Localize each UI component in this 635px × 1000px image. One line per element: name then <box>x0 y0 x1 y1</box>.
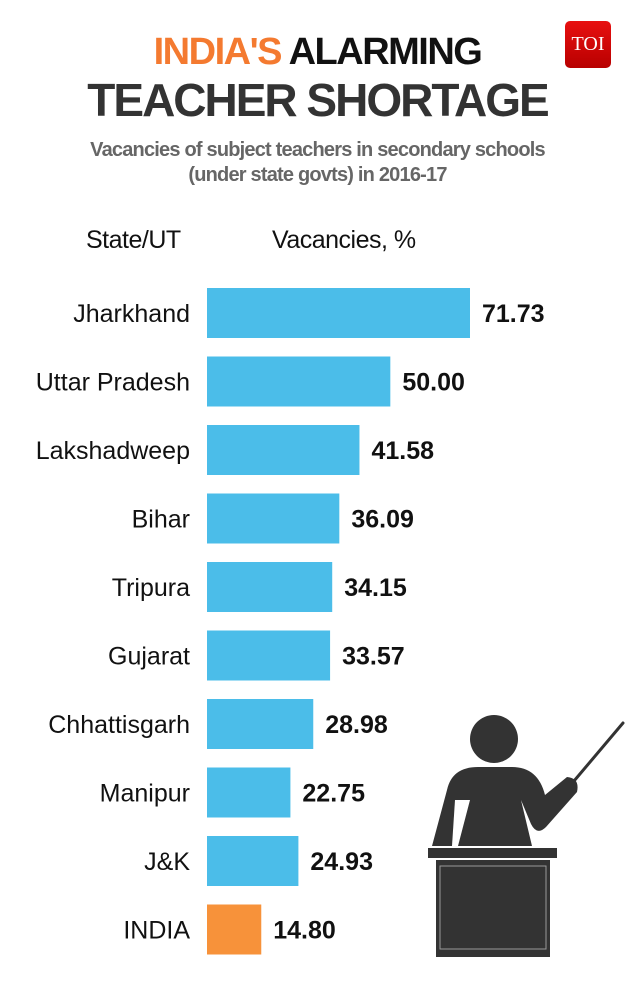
category-label: Lakshadweep <box>36 437 190 465</box>
value-header: Vacancies, % <box>272 226 416 254</box>
bar-gujarat <box>207 630 331 681</box>
category-label: INDIA <box>123 917 190 945</box>
value-label: 71.73 <box>482 300 545 328</box>
bar-uttar-pradesh <box>207 356 391 407</box>
value-label: 33.57 <box>342 643 405 671</box>
bar-j-k <box>207 836 299 886</box>
bar-chhattisgarh <box>207 699 314 749</box>
value-label: 28.98 <box>325 711 388 739</box>
category-label: Bihar <box>132 506 190 534</box>
title-line-2: TEACHER SHORTAGE <box>87 74 549 126</box>
category-label: Jharkhand <box>73 300 190 328</box>
value-label: 24.93 <box>310 848 373 876</box>
category-label: Manipur <box>100 780 190 808</box>
value-label: 34.15 <box>344 574 407 602</box>
category-header: State/UT <box>86 226 181 254</box>
bar-manipur <box>207 767 291 818</box>
value-label: 36.09 <box>351 506 414 534</box>
bar-tripura <box>207 562 333 612</box>
value-label: 50.00 <box>402 369 465 397</box>
category-label: Gujarat <box>108 643 190 671</box>
value-label: 22.75 <box>302 780 365 808</box>
title-line-1: INDIA'S ALARMING <box>153 31 483 73</box>
bar-lakshadweep <box>207 425 360 475</box>
category-label: Chhattisgarh <box>48 711 190 739</box>
value-label: 14.80 <box>273 917 336 945</box>
bar-india <box>207 904 262 955</box>
toi-logo: TOI <box>565 21 611 68</box>
bar-bihar <box>207 493 340 544</box>
value-label: 41.58 <box>371 437 434 465</box>
category-label: Uttar Pradesh <box>36 369 190 397</box>
category-label: Tripura <box>112 574 190 602</box>
bar-jharkhand <box>207 288 470 338</box>
category-label: J&K <box>144 848 190 876</box>
subtitle: Vacancies of subject teachers in seconda… <box>90 139 545 186</box>
